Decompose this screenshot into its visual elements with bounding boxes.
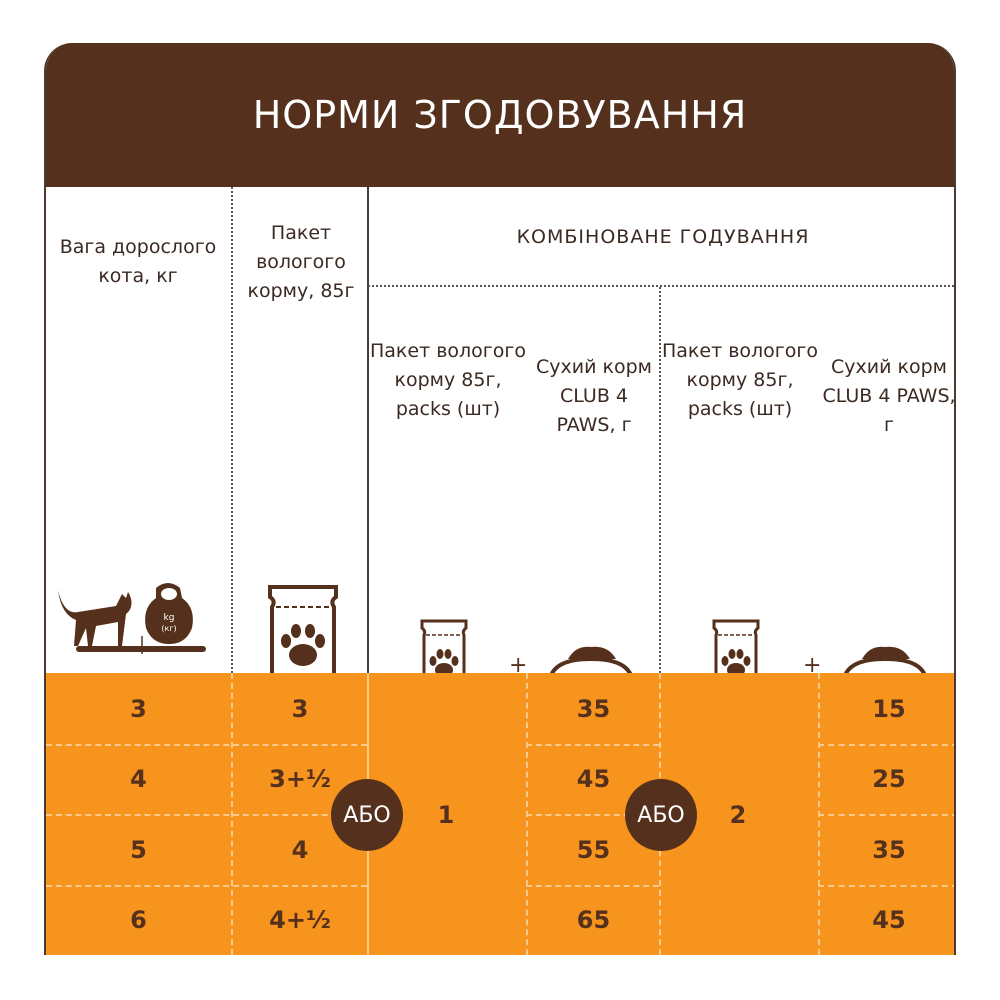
dry2-cell: 35	[872, 836, 906, 864]
weight-cell: 3	[130, 695, 147, 723]
weight-cell: 6	[130, 906, 147, 934]
dry1-cell: 45	[576, 765, 611, 793]
pack-cell: 3	[291, 695, 309, 723]
dry2-cell: 25	[872, 765, 906, 793]
weight-cell: 4	[130, 765, 147, 793]
or-badge: АБО	[331, 779, 403, 851]
header-pack: Пакет вологого корму, 85г	[247, 222, 355, 302]
divider	[231, 187, 233, 673]
divider	[368, 285, 954, 287]
svg-text:kg: kg	[164, 613, 175, 623]
dry2-cell: 45	[872, 906, 906, 934]
pack-cell: 4	[291, 836, 309, 864]
svg-text:(кг): (кг)	[161, 624, 176, 633]
plus-sign: +	[803, 653, 822, 678]
combo-pack-1-value: 1	[437, 801, 455, 829]
dry2-cell: 15	[872, 695, 906, 723]
or-badge: АБО	[625, 779, 697, 851]
divider	[659, 287, 661, 673]
divider	[367, 187, 369, 673]
combo-pack-2-value: 2	[729, 801, 747, 829]
header-combo-pack-2: Пакет вологого корму 85г, packs (шт)	[662, 340, 819, 420]
pack-cell: 3+½	[269, 765, 331, 793]
header-combo-dry-1: Сухий корм CLUB 4 PAWS, г	[536, 356, 652, 436]
cat-on-scale-icon: kg (кг)	[58, 583, 206, 654]
header-weight: Вага дорослого кота, кг	[59, 236, 217, 287]
weight-cell: 5	[130, 836, 147, 864]
header-combo-dry-2: Сухий корм CLUB 4 PAWS, г	[822, 356, 956, 436]
feeding-table: НОРМИ ЗГОДОВУВАННЯ Вага дорослого кота, …	[44, 43, 956, 955]
pack-cell: 4+½	[269, 906, 331, 934]
dry1-cell: 55	[576, 836, 611, 864]
plus-sign: +	[509, 653, 528, 678]
dry1-cell: 65	[576, 906, 611, 934]
page-title: НОРМИ ЗГОДОВУВАННЯ	[46, 43, 954, 187]
header-combo-pack-1: Пакет вологого корму 85г, packs (шт)	[370, 340, 527, 420]
dry1-cell: 35	[576, 695, 611, 723]
header-combined: КОМБІНОВАНЕ ГОДУВАННЯ	[516, 226, 810, 248]
